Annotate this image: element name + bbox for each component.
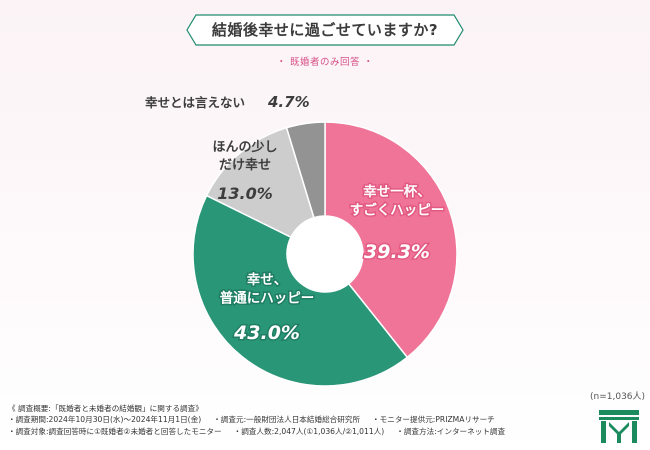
chart-subtitle: ・ 既婚者のみ回答 ・	[276, 57, 374, 68]
slice-value-label-1: 39.3%	[364, 241, 430, 263]
slice-label-1-line-2: すごくハッピー	[350, 202, 445, 219]
donut-slices	[192, 121, 458, 387]
slice-value-label-3: 13.0%	[217, 184, 273, 203]
slice-label-4-line-1: 幸せとは言えない	[145, 95, 245, 110]
organization-logo-icon	[599, 410, 639, 443]
donut-hole	[287, 216, 363, 292]
slice-label-2-line-2: 普通にハッピー	[220, 290, 315, 307]
sample-size-label: (n=1,036人)	[590, 392, 646, 402]
slice-value-label-4: 4.7%	[267, 93, 310, 111]
footer-source: ・調査元:一般財団法人日本結婚総合研究所	[213, 415, 361, 425]
slice-label-3-line-2: だけ幸せ	[219, 157, 271, 173]
footer-survey-overview: 《 調査概要:「既婚者と未婚者の結婚観」に関する調査》	[8, 404, 203, 413]
chart-title: 結婚後幸せに過ごせていますか?	[211, 21, 439, 39]
footer-line-2: ・調査期間:2024年10月30日(水)〜2024年11月1日(金) ・調査元:一…	[8, 414, 568, 425]
slice-label-3-line-1: ほんの少し	[212, 139, 277, 155]
title-banner: 結婚後幸せに過ごせていますか?	[186, 14, 464, 46]
footer-period: ・調査期間:2024年10月30日(水)〜2024年11月1日(金)	[8, 415, 202, 425]
footer-method: ・調査方法:インターネット調査	[396, 426, 506, 436]
slice-value-label-2: 43.0%	[233, 322, 300, 344]
title-banner-frame	[186, 14, 464, 46]
footer-monitor: ・モニター提供元:PRIZMAリサーチ	[372, 415, 495, 425]
slice-label-2-line-1: 幸せ、	[247, 271, 288, 288]
footer-target: ・調査対象:調査回答時に①既婚者②未婚者と回答したモニター	[8, 426, 222, 436]
slice-label-1-line-1: 幸せ一杯、	[363, 183, 431, 200]
donut-slice-1	[324, 121, 458, 359]
footer-count: ・調査人数:2,047人(①1,036人/②1,011人)	[233, 426, 385, 436]
survey-footer: 《 調査概要:「既婚者と未婚者の結婚観」に関する調査》 ・調査期間:2024年1…	[8, 403, 568, 437]
donut-labels: 幸せ一杯、すごくハッピー 39.3% 幸せ、普通にハッピー 43.0% ほんの少しだけ幸…	[145, 93, 446, 346]
footer-line-3: ・調査対象:調査回答時に①既婚者②未婚者と回答したモニター ・調査人数:2,047…	[8, 426, 568, 437]
